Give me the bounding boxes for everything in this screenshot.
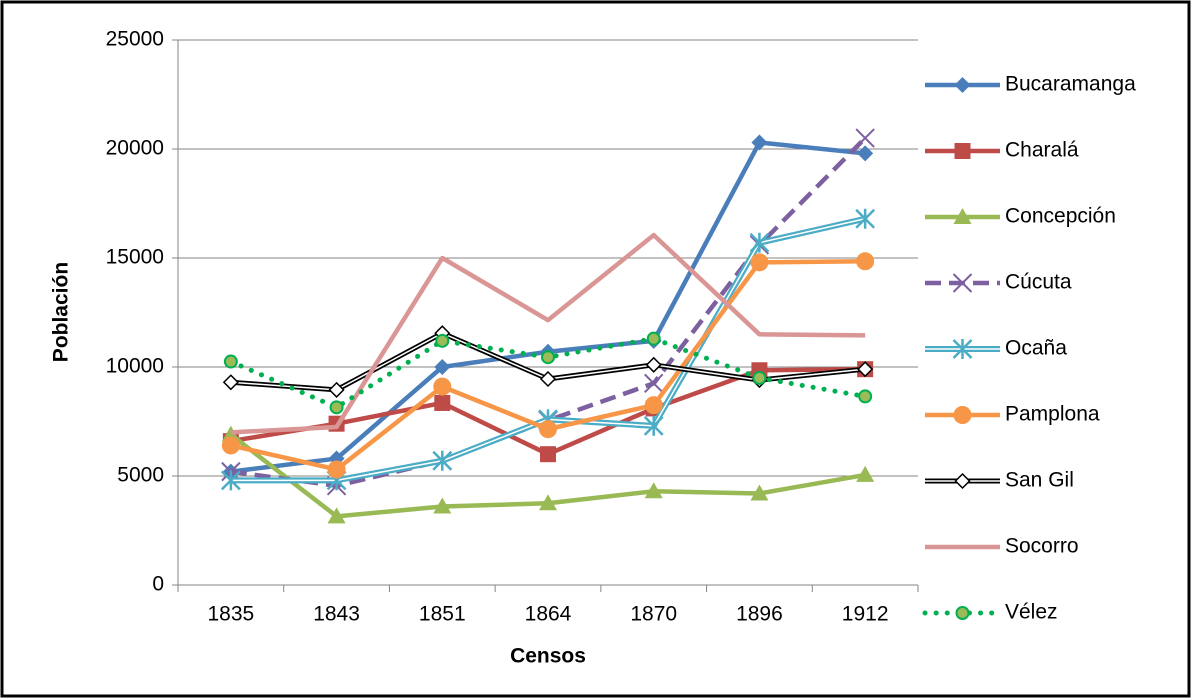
y-tick-label: 25000 [106, 28, 164, 51]
marker [750, 484, 769, 501]
legend-marker [953, 208, 972, 224]
marker [540, 446, 556, 463]
y-tick-label: 5000 [117, 464, 164, 487]
marker [749, 232, 770, 253]
series-line [230, 232, 866, 435]
marker [857, 145, 874, 162]
marker [221, 436, 240, 455]
x-tick-label: 1896 [736, 603, 783, 626]
x-tick-label: 1843 [313, 603, 360, 626]
marker [646, 331, 661, 346]
legend-marker [955, 606, 970, 620]
legend-marker [954, 77, 971, 93]
x-tick-label: 1870 [630, 603, 677, 626]
legend-marker [953, 406, 972, 424]
y-tick-label: 10000 [106, 355, 164, 378]
marker [855, 208, 876, 229]
legend-label: Socorro [1005, 535, 1079, 558]
marker [643, 415, 664, 436]
legend-marker [954, 472, 971, 490]
legend-label: Ocaña [1005, 337, 1067, 360]
legend-label: Vélez [1005, 601, 1058, 624]
marker [856, 465, 875, 482]
x-tick-label: 1835 [207, 603, 254, 626]
legend-label: Charalá [1005, 139, 1079, 162]
marker [433, 497, 452, 514]
marker [858, 389, 873, 404]
marker [220, 470, 241, 491]
marker [222, 374, 239, 391]
marker [434, 394, 451, 411]
marker [539, 370, 557, 388]
legend-label: Concepción [1005, 205, 1116, 228]
marker [221, 425, 240, 442]
marker [435, 333, 450, 348]
legend-marker [954, 143, 971, 159]
marker [327, 507, 346, 524]
marker [750, 253, 769, 272]
legend-label: San Gil [1005, 469, 1074, 492]
marker [432, 450, 453, 471]
y-tick-label: 0 [152, 573, 164, 596]
marker [433, 377, 452, 396]
marker [434, 359, 451, 375]
marker [644, 482, 663, 499]
marker [539, 420, 557, 439]
y-tick-label: 20000 [106, 137, 164, 160]
y-axis-label: Población [50, 262, 73, 362]
marker [855, 128, 875, 148]
marker [327, 460, 346, 479]
marker [541, 350, 555, 365]
marker [328, 381, 345, 398]
legend-label: Pamplona [1005, 403, 1100, 426]
x-tick-label: 1912 [842, 603, 889, 626]
legend-marker [952, 273, 973, 293]
marker [645, 356, 662, 373]
y-tick-label: 15000 [106, 246, 164, 269]
marker [539, 494, 557, 511]
x-tick-label: 1851 [419, 603, 466, 626]
legend-marker [952, 339, 973, 359]
marker [856, 252, 875, 271]
x-tick-label: 1864 [525, 603, 572, 626]
legend-label: Cúcuta [1005, 271, 1072, 294]
x-axis-label: Censos [510, 645, 586, 668]
marker [752, 370, 767, 385]
marker [644, 396, 663, 415]
legend-label: Bucaramanga [1005, 73, 1136, 96]
marker [329, 400, 344, 415]
marker [223, 354, 238, 369]
marker [751, 134, 768, 151]
marker [857, 361, 874, 378]
marker [644, 373, 664, 394]
